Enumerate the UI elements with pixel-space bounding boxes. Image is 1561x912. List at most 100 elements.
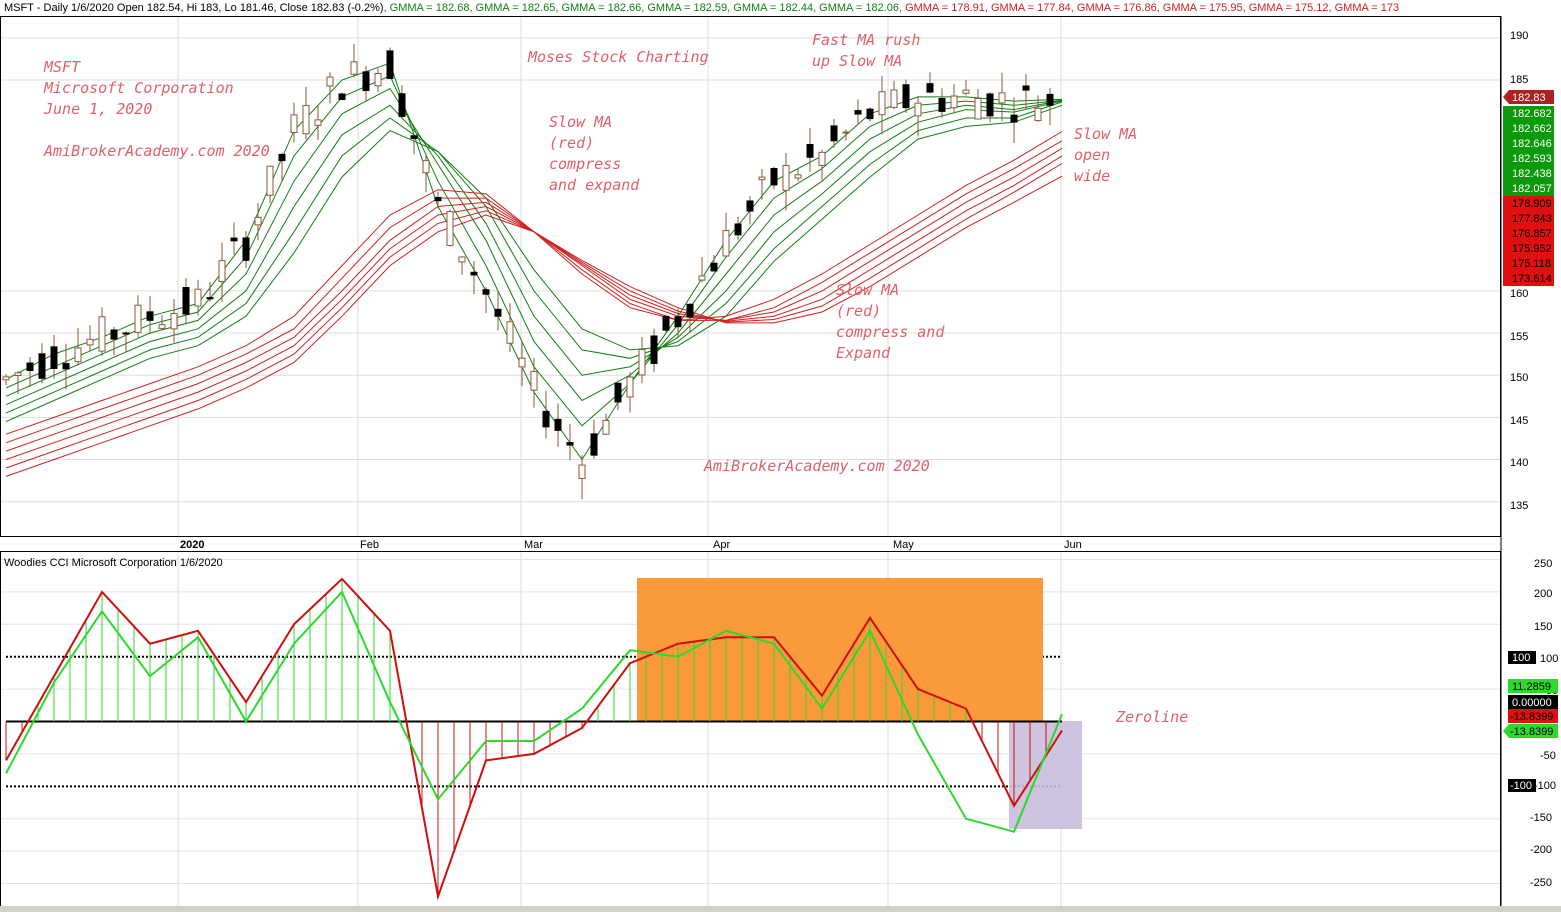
- svg-text:160: 160: [1510, 288, 1528, 300]
- svg-text:Jun: Jun: [1064, 539, 1082, 551]
- candle-body: [374, 72, 382, 87]
- candle-body: [842, 131, 850, 134]
- candle-body: [386, 50, 394, 79]
- svg-text:-100: -100: [1534, 780, 1556, 792]
- candle-body: [314, 119, 322, 126]
- svg-text:250: 250: [1534, 558, 1552, 570]
- candle-body: [710, 262, 718, 272]
- candle-body: [338, 93, 346, 101]
- svg-text:-200: -200: [1530, 844, 1552, 856]
- gmma-slow-badge-label: 175.952: [1512, 243, 1552, 255]
- candle-body: [902, 84, 910, 109]
- candle-body: [470, 271, 478, 276]
- candlesticks: [2, 44, 1054, 500]
- header-gmma-slow: , GMMA = 175.95: [1157, 2, 1243, 14]
- candle-body: [158, 324, 166, 329]
- candle-body: [50, 346, 58, 370]
- candle-body: [26, 362, 34, 372]
- gmma-slow-line: [5, 175, 1063, 477]
- candle-body: [170, 313, 178, 330]
- price-gridlines: [1, 37, 1500, 503]
- month-axis: 2020 Feb Mar Apr May Jun: [180, 539, 1082, 551]
- header-gmma-slow: , GMMA = 177.84: [985, 2, 1071, 14]
- candle-body: [62, 363, 70, 370]
- candle-body: [302, 105, 310, 135]
- candle-body: [890, 89, 898, 108]
- svg-text:Slow MA: Slow MA: [1074, 125, 1137, 143]
- cci-histogram: [5, 578, 1062, 897]
- svg-text:June 1, 2020: June 1, 2020: [43, 100, 152, 118]
- candle-body: [998, 92, 1006, 104]
- candle-body: [290, 114, 298, 133]
- svg-text:Apr: Apr: [713, 539, 730, 551]
- candle-body: [662, 315, 670, 331]
- candle-body: [974, 97, 982, 120]
- candle-body: [458, 256, 466, 263]
- chart-header: MSFT - Daily 1/6/2020 Open 182.54, Hi 18…: [4, 2, 1399, 14]
- cci-lines: [5, 577, 1063, 901]
- candle-body: [530, 370, 538, 391]
- header-gmma-fast: , GMMA = 182.44: [727, 2, 813, 14]
- sheet-tabs[interactable]: [0, 906, 1561, 912]
- svg-text:-150: -150: [1530, 812, 1552, 824]
- gmma-slow-badge: [1503, 256, 1554, 271]
- candle-body: [134, 304, 142, 333]
- candle-body: [38, 353, 46, 379]
- header-gmma-fast: , GMMA = 182.66: [555, 2, 641, 14]
- candle-body: [830, 125, 838, 142]
- svg-text:compress and: compress and: [836, 323, 945, 341]
- gmma-fast-line: [5, 101, 1063, 414]
- candle-body: [806, 144, 814, 158]
- gmma-slow-badge-label: 178.909: [1512, 198, 1552, 210]
- price-badges: 182.83 182.682 182.662 182.646 182.593 182.4…: [1503, 90, 1554, 286]
- candle-body: [182, 286, 190, 315]
- candle-body: [278, 153, 286, 162]
- svg-text:and expand: and expand: [549, 176, 640, 194]
- candle-body: [242, 237, 250, 261]
- candle-body: [326, 76, 334, 87]
- candle-body: [794, 174, 802, 179]
- header-gmma-fast: , GMMA = 182.68: [384, 2, 470, 14]
- candle-body: [914, 102, 922, 117]
- svg-text:-100: -100: [1510, 780, 1532, 792]
- gmma-fast-line: [5, 87, 1063, 402]
- cci-title: Woodies CCI Microsoft Corporation 1/6/20…: [4, 557, 223, 569]
- svg-text:Slow MA: Slow MA: [549, 113, 612, 131]
- svg-text:11.2859: 11.2859: [1512, 681, 1551, 693]
- svg-text:Feb: Feb: [360, 539, 379, 551]
- candle-body: [362, 71, 370, 91]
- svg-text:open: open: [1074, 146, 1110, 164]
- header-gmma-fast: , GMMA = 182.65: [469, 2, 555, 14]
- svg-text:200: 200: [1534, 588, 1552, 600]
- svg-text:Expand: Expand: [836, 344, 891, 362]
- candle-body: [674, 316, 682, 328]
- header-gmma-slow: , GMMA = 175.12: [1243, 2, 1329, 14]
- candle-body: [686, 303, 694, 318]
- candle-body: [746, 200, 754, 212]
- svg-text:-250: -250: [1530, 877, 1552, 889]
- svg-text:140: 140: [1510, 457, 1528, 469]
- candle-body: [866, 108, 874, 120]
- svg-text:compress: compress: [549, 155, 621, 173]
- gmma-fast-badge-label: 182.646: [1512, 138, 1552, 150]
- svg-text:145: 145: [1510, 415, 1528, 427]
- candle-body: [2, 376, 10, 381]
- candle-body: [758, 176, 766, 181]
- candle-body: [422, 160, 430, 174]
- candle-body: [770, 167, 778, 186]
- gmma-fast-line: [5, 104, 1063, 423]
- candle-body: [410, 135, 418, 139]
- price-axis: 190 185 160 155 150 145 140 135: [1510, 30, 1528, 512]
- candle-body: [506, 321, 514, 344]
- candle-body: [446, 211, 454, 246]
- candle-body: [1046, 93, 1054, 106]
- candle-body: [206, 297, 214, 300]
- svg-text:(red): (red): [549, 134, 594, 152]
- candle-body: [218, 260, 226, 283]
- annotation-slow-ma-3: Slow MA open wide: [1074, 125, 1137, 185]
- candle-body: [1022, 85, 1030, 91]
- candle-body: [566, 442, 574, 446]
- annotation-slow-ma-2: Slow MA (red) compress and Expand: [836, 281, 945, 362]
- cci-badges: 100 -100 11.2859 0.00000 -13.8399 -13.83…: [1503, 651, 1558, 792]
